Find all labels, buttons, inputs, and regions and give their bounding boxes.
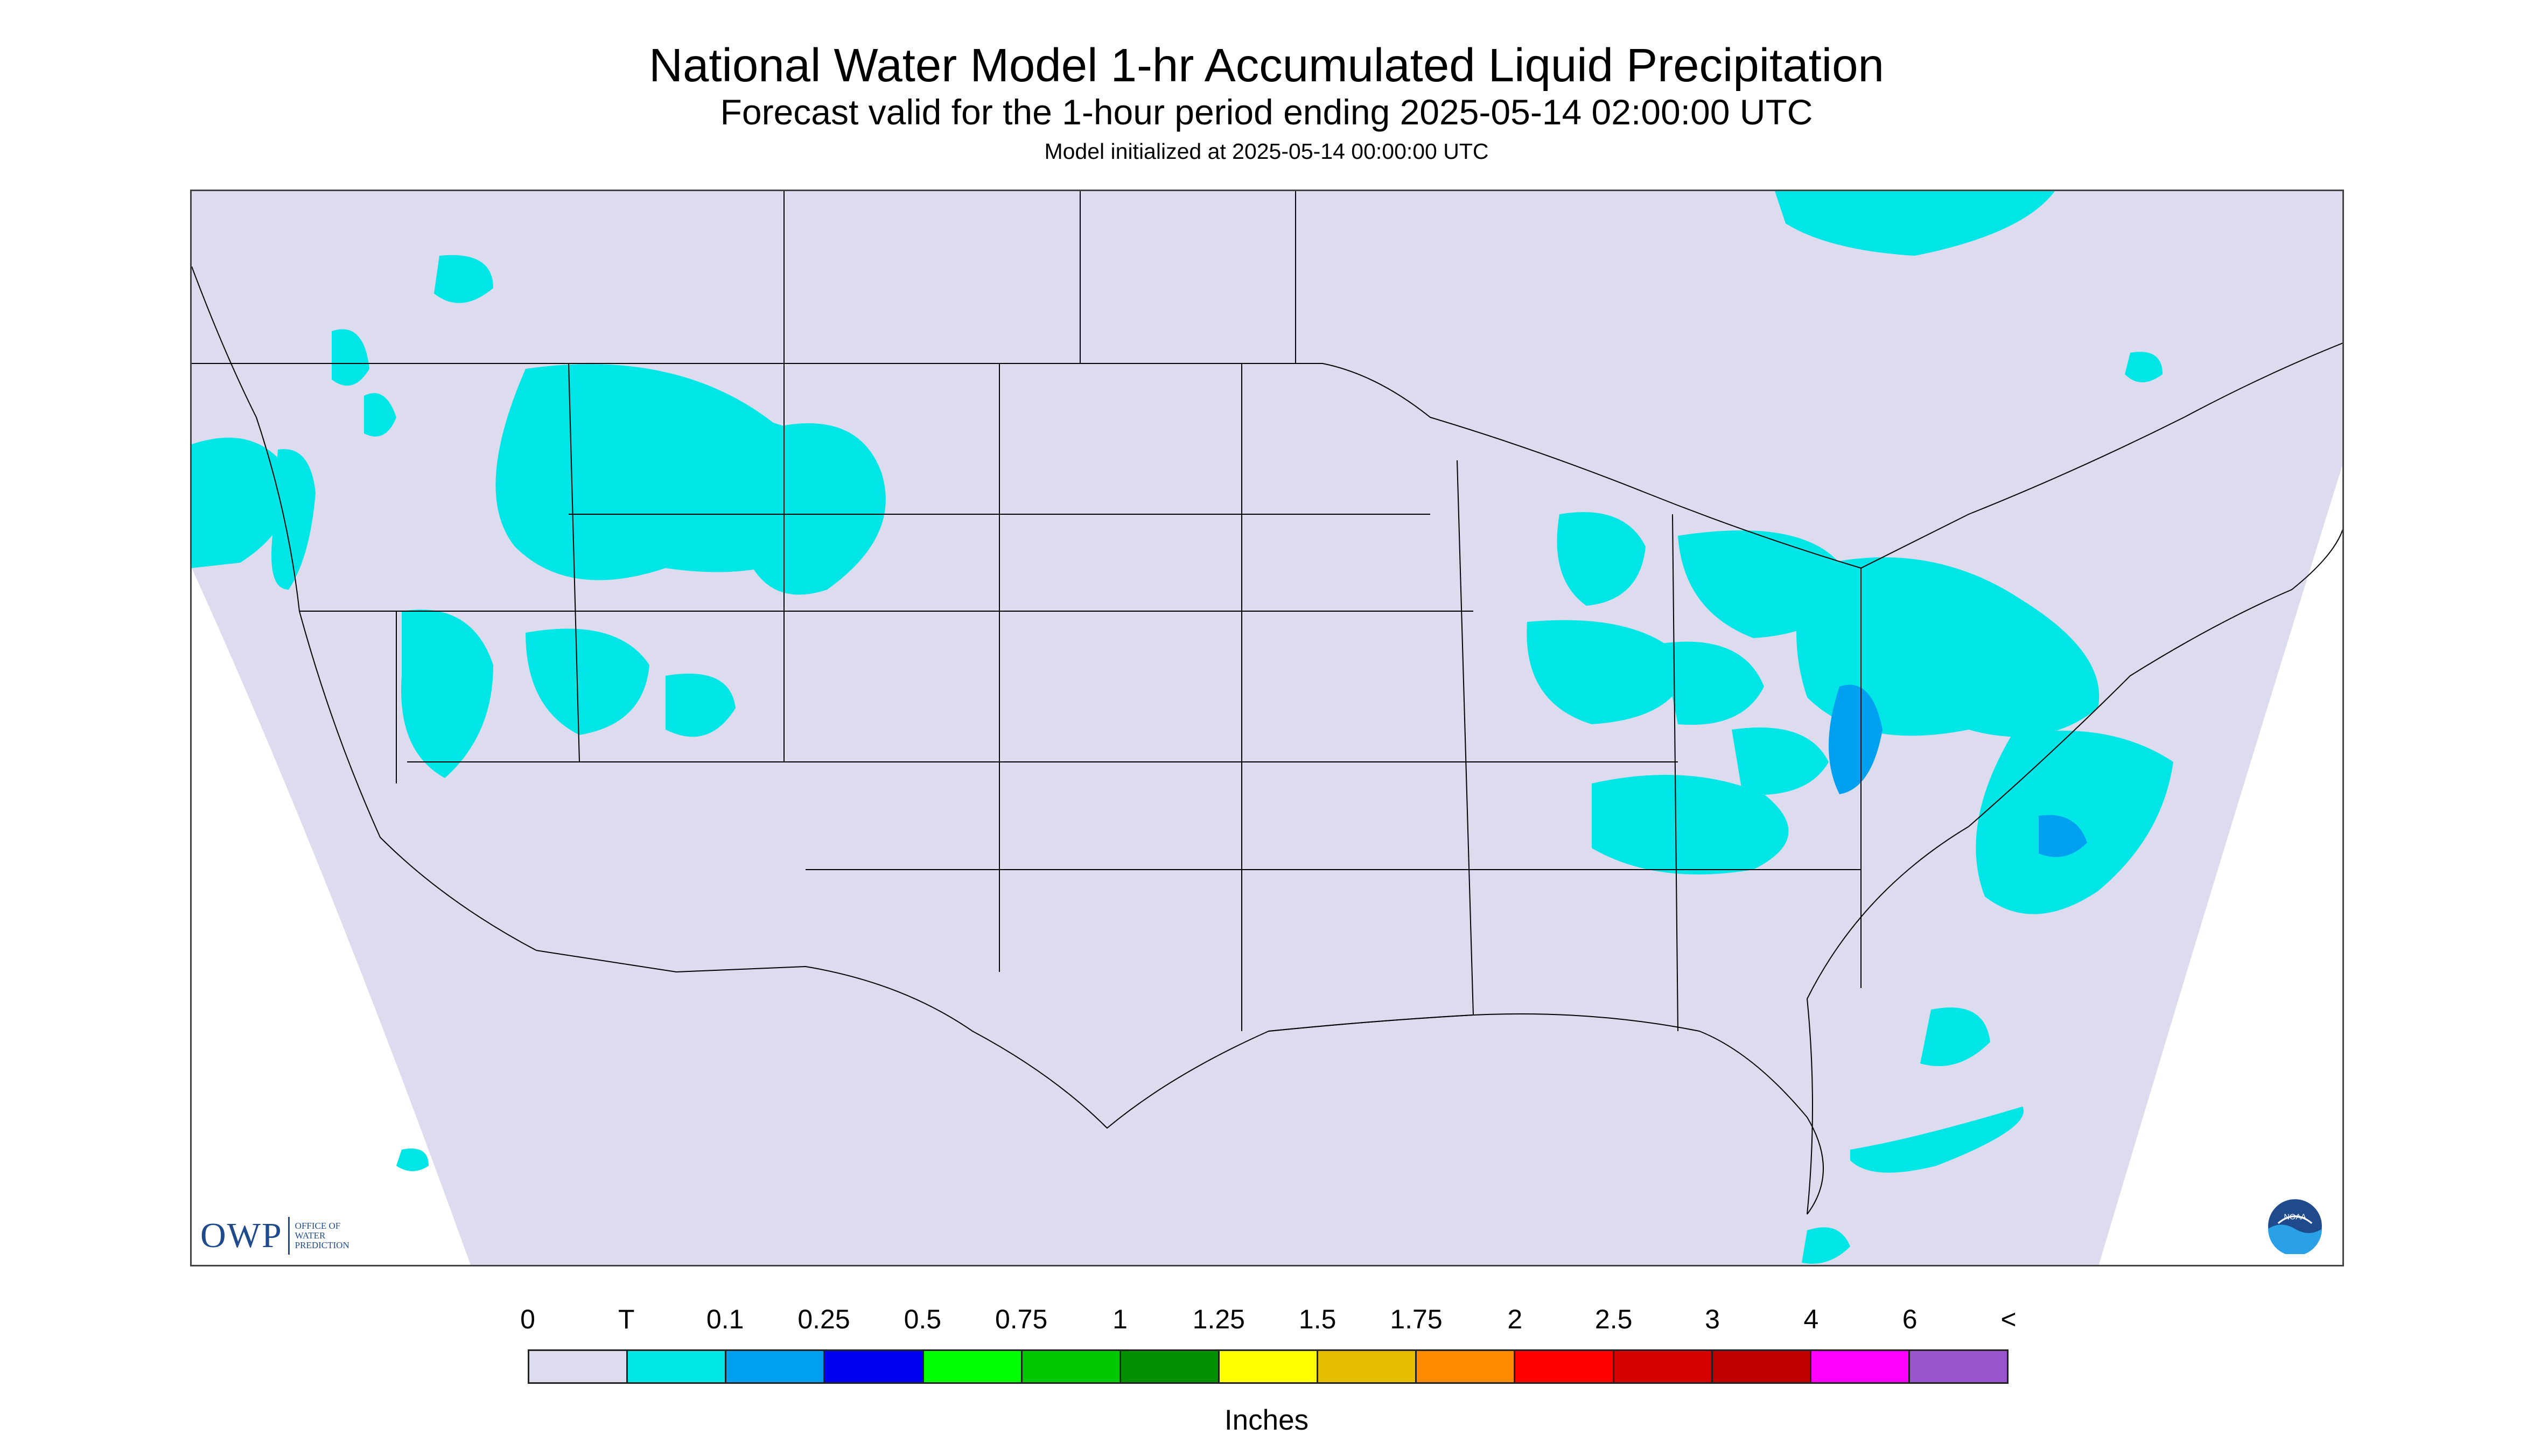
- legend-label: 2.5: [1594, 1304, 1633, 1334]
- precip-area-oregon: [271, 449, 316, 590]
- precip-area-michigan: [1557, 512, 1646, 606]
- legend-swatch: [1219, 1351, 1319, 1382]
- precip-area-indiana-ohio: [1662, 641, 1764, 725]
- legend-units: Inches: [1224, 1404, 1309, 1436]
- map-title: National Water Model 1-hr Accumulated Li…: [649, 39, 1884, 92]
- precip-area-pacific-nw: [192, 437, 291, 568]
- state-boundaries: [192, 191, 2342, 1215]
- precip-area-wyoming: [741, 423, 886, 595]
- legend-swatch: [1614, 1351, 1713, 1382]
- legend-colorbar: [528, 1349, 2009, 1384]
- precip-area-maine: [2125, 352, 2163, 382]
- owp-logo-subtext: OFFICE OF WATER PREDICTION: [295, 1221, 349, 1250]
- legend-swatch: [1515, 1351, 1614, 1382]
- precip-area-montana-north: [434, 255, 493, 303]
- owp-logo-text: OWP: [200, 1216, 283, 1255]
- precip-map: OWP OFFICE OF WATER PREDICTION NOAA: [190, 190, 2344, 1266]
- legend-label: 0.75: [995, 1304, 1048, 1334]
- precip-area-gulf: [396, 1149, 429, 1171]
- owp-logo: OWP OFFICE OF WATER PREDICTION: [200, 1215, 365, 1256]
- legend-swatch: [1909, 1351, 2007, 1382]
- map-subtitle: Forecast valid for the 1-hour period end…: [720, 92, 1813, 132]
- legend-swatch: [1811, 1351, 1910, 1382]
- model-init-line: Model initialized at 2025-05-14 00:00:00…: [1044, 139, 1489, 164]
- legend-label: 1.5: [1298, 1304, 1337, 1334]
- legend-label: <: [2000, 1304, 2017, 1334]
- state-line-5: [1457, 460, 1474, 1016]
- legend-label: 6: [1902, 1304, 1918, 1334]
- legend-label: 1.25: [1192, 1304, 1245, 1334]
- legend-swatch: [1318, 1351, 1417, 1382]
- precip-area-mid-atlantic: [1796, 557, 2100, 737]
- legend-label: 4: [1803, 1304, 1819, 1334]
- precip-area-carolinas: [1592, 775, 1789, 874]
- gulf-coast: [1268, 1013, 1824, 1215]
- precip-area-southeast-offshore: [1920, 1007, 1990, 1066]
- legend-label: 1: [1112, 1304, 1128, 1334]
- legend-swatch: [1121, 1351, 1220, 1382]
- precip-area-cascades: [364, 393, 396, 437]
- precip-area-florida-offshore: [1802, 1227, 1850, 1264]
- precip-area-great-basin: [666, 674, 736, 737]
- noaa-logo: NOAA: [2268, 1199, 2322, 1254]
- legend-label: 0.5: [904, 1304, 942, 1334]
- precip-area-washington: [332, 329, 369, 386]
- noaa-logo-text: NOAA: [2284, 1213, 2306, 1222]
- legend-label: 0.1: [706, 1304, 744, 1334]
- legend-swatch: [1417, 1351, 1516, 1382]
- legend-label: 3: [1705, 1304, 1720, 1334]
- precip-area-virginia: [1732, 727, 1829, 795]
- owp-logo-divider: [288, 1217, 290, 1255]
- legend-swatch: [628, 1351, 727, 1382]
- state-line-6: [1672, 514, 1678, 1032]
- precip-area-nevada: [401, 610, 493, 778]
- precip-area-ohio-valley: [1527, 620, 1689, 724]
- legend-swatch: [825, 1351, 924, 1382]
- legend-swatch: [1712, 1351, 1811, 1382]
- precip-area-atlantic-core: [2039, 815, 2087, 857]
- legend-label: 0: [520, 1304, 535, 1334]
- east-coast: [1806, 529, 2342, 1215]
- legend-swatch: [1022, 1351, 1121, 1382]
- legend-labels: 0 T 0.1 0.25 0.5 0.75 1 1.25 1.5 1.75 2 2.5 3 4 6 <: [520, 1303, 2017, 1335]
- us-canada-border: [192, 342, 2342, 569]
- legend-label: 1.75: [1390, 1304, 1443, 1334]
- legend-swatch: [726, 1351, 825, 1382]
- legend-swatch: [529, 1351, 628, 1382]
- precip-area-chesapeake: [1829, 684, 1883, 794]
- legend-swatch: [923, 1351, 1023, 1382]
- precip-area-utah: [526, 628, 649, 735]
- legend-label: 0.25: [797, 1304, 850, 1334]
- west-coast: [192, 266, 537, 951]
- precip-area-bahamas: [1850, 1107, 2024, 1173]
- legend-label: 2: [1507, 1304, 1523, 1334]
- state-line-1: [568, 363, 580, 762]
- precipitation-areas: [192, 191, 2173, 1264]
- precip-area-quebec: [1775, 191, 2055, 256]
- legend-label: T: [618, 1304, 635, 1334]
